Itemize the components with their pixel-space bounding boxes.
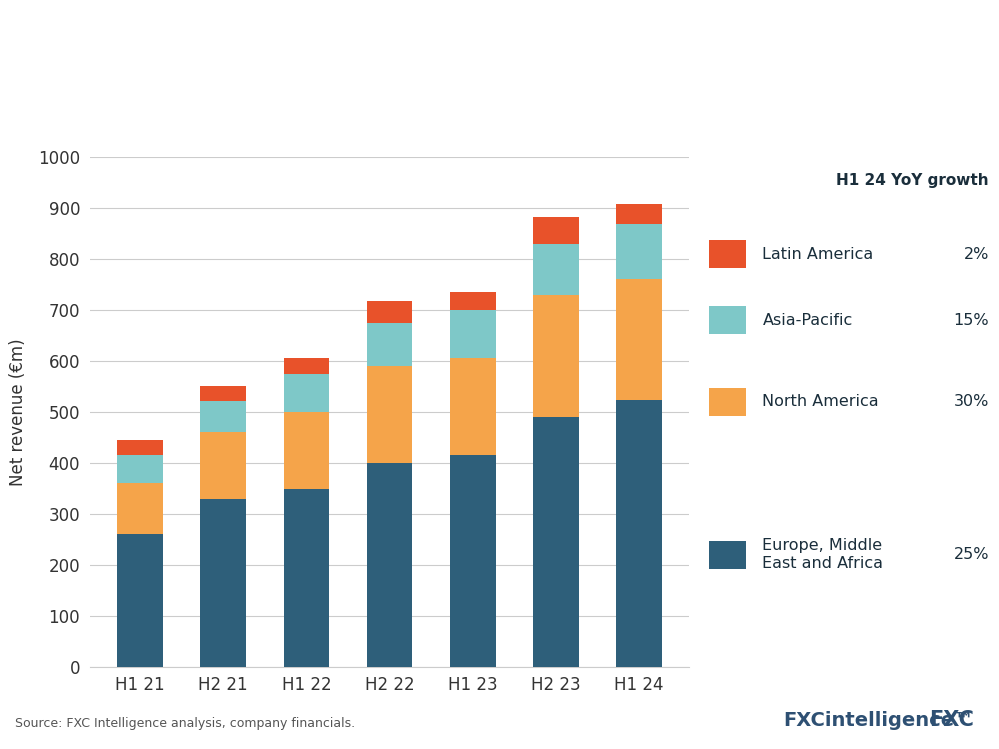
Bar — [616, 279, 662, 400]
Bar — [533, 217, 578, 244]
Text: FXC: FXC — [929, 710, 974, 730]
Bar — [367, 301, 413, 323]
Text: North America: North America — [762, 394, 879, 409]
Bar — [117, 455, 163, 483]
Bar — [616, 204, 662, 224]
Bar — [450, 292, 496, 310]
Bar — [201, 499, 246, 667]
Text: Latin America: Latin America — [762, 246, 874, 261]
Text: 30%: 30% — [954, 394, 989, 409]
Bar — [117, 483, 163, 534]
Bar — [450, 359, 496, 455]
Bar — [450, 455, 496, 667]
Bar — [533, 244, 578, 295]
Bar — [533, 295, 578, 417]
FancyBboxPatch shape — [709, 240, 745, 268]
Bar — [284, 359, 330, 374]
Bar — [284, 374, 330, 412]
Text: Europe, Middle
East and Africa: Europe, Middle East and Africa — [762, 538, 883, 571]
Bar — [117, 534, 163, 667]
Bar — [201, 386, 246, 401]
Bar — [616, 224, 662, 279]
Bar — [284, 412, 330, 489]
FancyBboxPatch shape — [709, 388, 745, 416]
Text: Asia-Pacific: Asia-Pacific — [762, 313, 853, 328]
Bar — [616, 400, 662, 667]
Bar — [201, 401, 246, 432]
FancyBboxPatch shape — [709, 306, 745, 334]
Text: 25%: 25% — [953, 547, 989, 562]
Text: FXCintelligence™: FXCintelligence™ — [783, 712, 974, 730]
Bar — [367, 366, 413, 463]
Text: Adyen half-yearly net revenue by region: Adyen half-yearly net revenue by region — [15, 94, 378, 112]
Bar — [117, 440, 163, 455]
FancyBboxPatch shape — [709, 541, 745, 568]
Bar — [533, 417, 578, 667]
Text: H1 24 YoY growth: H1 24 YoY growth — [836, 172, 989, 187]
Bar — [367, 463, 413, 667]
Bar — [284, 489, 330, 667]
Bar — [450, 310, 496, 359]
Text: 15%: 15% — [953, 313, 989, 328]
Text: EMEA and North America drive Adyen H1 24 growth: EMEA and North America drive Adyen H1 24… — [15, 34, 784, 60]
Y-axis label: Net revenue (€m): Net revenue (€m) — [9, 338, 27, 486]
Bar — [201, 432, 246, 499]
Bar — [367, 323, 413, 366]
Text: 2%: 2% — [964, 246, 989, 261]
Text: Source: FXC Intelligence analysis, company financials.: Source: FXC Intelligence analysis, compa… — [15, 718, 355, 730]
